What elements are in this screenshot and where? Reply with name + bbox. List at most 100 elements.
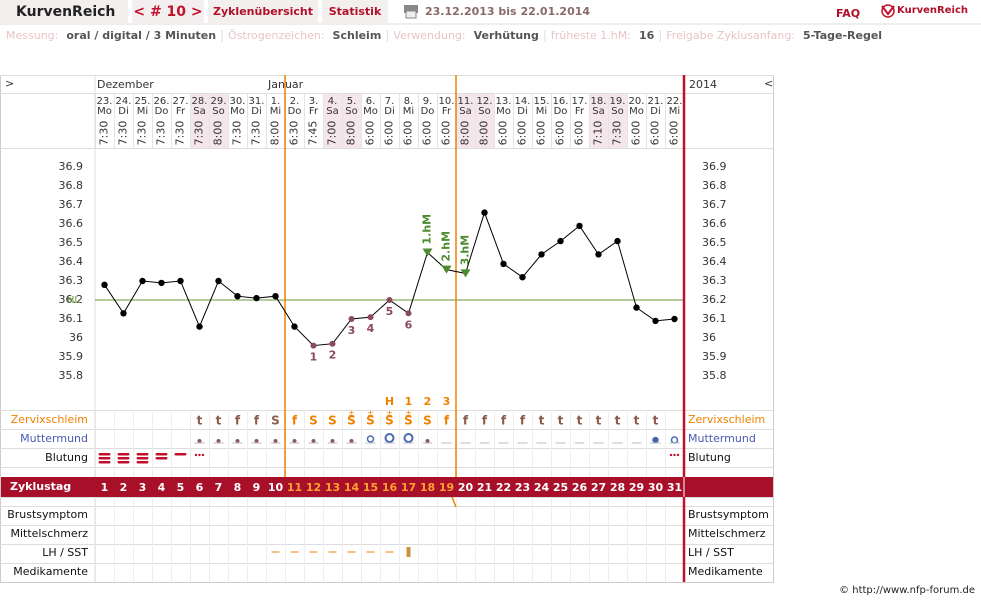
row-label: Mittelschmerz xyxy=(688,527,766,540)
y-tick-label: 36 xyxy=(69,331,83,344)
bleeding-mark xyxy=(117,461,130,464)
logo-mark xyxy=(881,5,895,16)
tab[interactable]: Statistik xyxy=(329,5,382,18)
temperature-point xyxy=(652,317,659,325)
nav-right[interactable]: < xyxy=(764,77,773,90)
temperature-point xyxy=(500,260,507,268)
y-tick-label: 36.5 xyxy=(59,236,84,249)
bleeding-dot xyxy=(669,453,673,457)
y-tick-label: 36.4 xyxy=(59,255,84,268)
date-label: 4. xyxy=(328,96,338,107)
weekday-label: Mi xyxy=(137,106,148,117)
row-label: Brustsymptom xyxy=(7,508,88,521)
brand: KurvenReich xyxy=(16,4,115,20)
zervix-sup: ± xyxy=(348,409,355,418)
time-label: 6:00 xyxy=(383,121,396,146)
row-label: LH / SST xyxy=(688,546,734,559)
cervix-symbol xyxy=(384,433,395,443)
setting-label: früheste 1.hM: xyxy=(551,29,631,42)
zervix-symbol: t xyxy=(539,414,545,428)
date-label: 18. xyxy=(591,96,607,107)
setting-value: 16 xyxy=(639,29,655,42)
cycle-nav[interactable]: < # 10 > xyxy=(133,4,202,20)
zervix-symbol: f xyxy=(254,414,260,428)
temperature-point xyxy=(348,316,355,322)
time-label: 7:30 xyxy=(98,121,111,146)
date-label: 23. xyxy=(97,96,113,107)
print-icon[interactable] xyxy=(404,5,418,19)
weekday-label: Sa xyxy=(193,106,205,117)
cervix-symbol xyxy=(425,439,430,443)
weekday-label: Do xyxy=(288,106,302,117)
cycle-day: 28 xyxy=(610,481,625,494)
bleeding-mark xyxy=(117,453,130,456)
date-label: 30. xyxy=(230,96,246,107)
date-label: 22. xyxy=(667,96,683,107)
cervix-symbol xyxy=(403,433,414,443)
weekday-label: Mo xyxy=(230,106,245,117)
cycle-day: 1 xyxy=(101,481,109,494)
tab[interactable]: Zyklenübersicht xyxy=(213,5,313,18)
temperature-point xyxy=(291,323,298,330)
bleeding-mark xyxy=(136,461,149,464)
date-label: 3. xyxy=(309,96,319,107)
temperature-point xyxy=(386,297,393,303)
y-tick-label: 36.7 xyxy=(702,198,727,211)
cycle-day: 17 xyxy=(401,481,416,494)
cervix-symbol xyxy=(235,439,240,443)
date-label: 31. xyxy=(249,96,265,107)
bleeding-mark xyxy=(174,453,187,456)
print-icon-body[interactable] xyxy=(404,5,418,13)
time-label: 6:00 xyxy=(364,121,377,146)
row-label: Medikamente xyxy=(688,565,763,578)
temperature-point xyxy=(481,209,488,216)
setting-value: 5-Tage-Regel xyxy=(803,29,882,42)
nav-left[interactable]: > xyxy=(5,77,14,90)
tab-box[interactable] xyxy=(322,0,388,24)
setting-value: oral / digital / 3 Minuten xyxy=(66,29,216,42)
time-label: 8:00 xyxy=(212,121,225,146)
time-label: 7:30 xyxy=(136,121,149,146)
cycle-day: 16 xyxy=(382,481,398,494)
date-label: 7. xyxy=(385,96,395,107)
bleeding-dot xyxy=(676,453,680,457)
temperature-point xyxy=(633,304,640,311)
y-tick-label: 36.2 xyxy=(59,293,84,306)
logo-text: KurvenReich xyxy=(897,5,968,16)
month-label: Dezember xyxy=(97,78,154,91)
tab-box[interactable] xyxy=(208,0,318,24)
setting-value: Verhütung xyxy=(474,29,539,42)
time-label: 7:00 xyxy=(326,121,339,146)
temperature-point xyxy=(310,342,317,349)
zervix-symbol: t xyxy=(197,414,203,428)
cervix-symbol xyxy=(349,439,354,443)
cervix-symbol xyxy=(330,439,335,443)
date-label: 10. xyxy=(439,96,455,107)
faq-link[interactable]: FAQ xyxy=(836,7,860,20)
zervix-symbol: S xyxy=(271,414,280,428)
weekend-column xyxy=(342,93,361,148)
time-label: 6:00 xyxy=(497,121,510,146)
row-label: Muttermund xyxy=(688,432,756,445)
cycle-day: 11 xyxy=(287,481,302,494)
cycle-day: 23 xyxy=(515,481,530,494)
weekday-label: So xyxy=(345,106,357,117)
y-tick-label: 36.6 xyxy=(702,217,727,230)
cycle-day: 31 xyxy=(667,481,682,494)
cycle-nav-box[interactable] xyxy=(132,0,204,24)
weekday-label: Mo xyxy=(97,106,112,117)
print-icon-paper[interactable] xyxy=(405,10,417,19)
temperature-point xyxy=(253,294,260,302)
y-tick-label: 36 xyxy=(702,331,716,344)
cycle-day: 14 xyxy=(344,481,360,494)
temperature-point xyxy=(595,251,602,258)
weekday-label: Di xyxy=(118,106,128,117)
footer-credit: © http://www.nfp-forum.de xyxy=(839,585,975,596)
cycle-day: 6 xyxy=(196,481,204,494)
bleeding-mark xyxy=(98,453,111,456)
cervix-symbol xyxy=(254,439,259,443)
zervix-symbol: t xyxy=(577,414,583,428)
weekday-label: Do xyxy=(155,106,169,117)
date-label: 26. xyxy=(154,96,170,107)
zervix-symbol: f xyxy=(444,414,450,428)
